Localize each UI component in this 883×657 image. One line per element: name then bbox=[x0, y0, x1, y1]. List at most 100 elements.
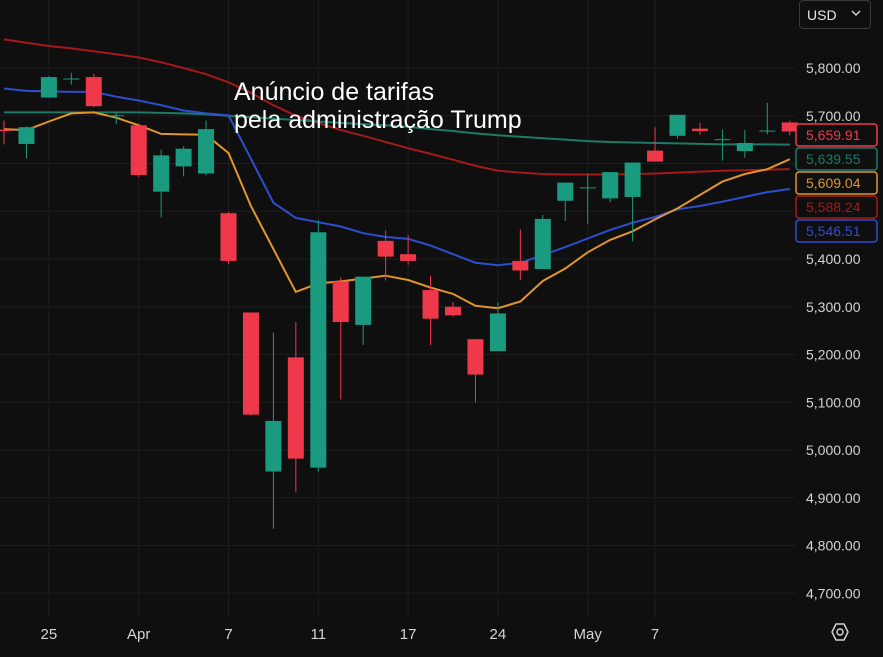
time-tick-label: May bbox=[574, 626, 603, 643]
annotation-line-1: Anúncio de tarifas bbox=[234, 78, 435, 106]
price-tick-label: 5,700.00 bbox=[806, 108, 861, 124]
candle-body bbox=[736, 142, 753, 152]
currency-label: USD bbox=[807, 6, 837, 23]
candle[interactable] bbox=[422, 275, 439, 345]
price-tick-label: 5,400.00 bbox=[806, 251, 861, 267]
candle[interactable] bbox=[467, 339, 484, 403]
candle[interactable] bbox=[153, 149, 170, 218]
candle-body bbox=[265, 420, 282, 472]
currency-selector[interactable]: USD bbox=[799, 0, 871, 29]
candle-body bbox=[400, 254, 417, 261]
candle-body bbox=[355, 276, 372, 325]
candle[interactable] bbox=[445, 301, 461, 317]
moving-average-lines bbox=[3, 38, 791, 310]
price-tick-label: 5,200.00 bbox=[806, 347, 861, 363]
candle[interactable] bbox=[557, 182, 574, 221]
candle-body bbox=[781, 122, 798, 132]
price-tag-label: 5,659.91 bbox=[806, 127, 861, 143]
candle-body bbox=[445, 306, 461, 316]
candle[interactable] bbox=[377, 230, 394, 281]
candle[interactable] bbox=[310, 220, 327, 472]
candle-body bbox=[242, 312, 259, 415]
last-price-tag: 5,588.24 bbox=[795, 195, 878, 219]
price-tick-label: 5,800.00 bbox=[806, 60, 861, 76]
price-tick-label: 5,000.00 bbox=[806, 442, 861, 458]
candle-body bbox=[40, 77, 57, 98]
candle[interactable] bbox=[287, 322, 304, 493]
candle[interactable] bbox=[130, 123, 147, 177]
candle-body bbox=[175, 148, 192, 167]
candle[interactable] bbox=[108, 112, 125, 124]
candle-body bbox=[18, 127, 35, 144]
chevron-down-icon bbox=[851, 9, 861, 20]
time-tick-label: 25 bbox=[41, 626, 58, 643]
last-price-tag: 5,659.91 bbox=[795, 123, 878, 147]
time-tick-label: 7 bbox=[651, 626, 659, 643]
candle-body bbox=[489, 313, 506, 352]
candle[interactable] bbox=[220, 211, 237, 264]
candle-body bbox=[579, 187, 596, 189]
candle[interactable] bbox=[512, 229, 529, 281]
candle[interactable] bbox=[332, 277, 349, 400]
candle[interactable] bbox=[759, 102, 776, 135]
time-axis[interactable]: 25 Apr 7 11 17 24 May 7 bbox=[41, 626, 660, 643]
time-tick-label: 17 bbox=[400, 626, 417, 643]
candle-body bbox=[310, 232, 327, 468]
candle[interactable] bbox=[198, 120, 215, 176]
candle-body bbox=[85, 77, 102, 107]
candle-body bbox=[602, 172, 619, 199]
candle[interactable] bbox=[63, 72, 80, 85]
time-tick-label: Apr bbox=[127, 626, 150, 643]
candle[interactable] bbox=[624, 162, 641, 242]
candle-body bbox=[153, 155, 170, 192]
chart-annotation: Anúncio de tarifas pela administração Tr… bbox=[234, 78, 522, 134]
candle[interactable] bbox=[40, 76, 57, 98]
price-tag-box bbox=[795, 171, 878, 195]
candle-body bbox=[332, 281, 349, 323]
last-price-tag: 5,639.55 bbox=[795, 147, 878, 171]
price-tag-label: 5,588.24 bbox=[806, 199, 861, 215]
candle[interactable] bbox=[489, 301, 506, 352]
candle[interactable] bbox=[400, 235, 417, 265]
candle-body bbox=[377, 240, 394, 257]
price-tick-label: 5,100.00 bbox=[806, 394, 861, 410]
candle-body bbox=[108, 115, 125, 117]
price-tick-label: 4,900.00 bbox=[806, 490, 861, 506]
moving-average-line bbox=[3, 111, 791, 310]
candle[interactable] bbox=[669, 114, 686, 139]
candlestick-series[interactable] bbox=[0, 72, 798, 529]
last-price-tag: 5,609.04 bbox=[795, 171, 878, 195]
candle[interactable] bbox=[355, 276, 372, 345]
candle[interactable] bbox=[85, 73, 102, 108]
candle[interactable] bbox=[691, 122, 708, 135]
candle[interactable] bbox=[714, 129, 731, 161]
price-tag-label: 5,639.55 bbox=[806, 151, 861, 167]
price-tag-box bbox=[795, 195, 878, 219]
price-tag-label: 5,609.04 bbox=[806, 175, 861, 191]
candle[interactable] bbox=[242, 312, 259, 416]
candle[interactable] bbox=[18, 126, 35, 159]
candle-body bbox=[198, 129, 215, 174]
candle[interactable] bbox=[647, 127, 664, 162]
price-tag-label: 5,546.51 bbox=[806, 223, 861, 239]
settings-hexagon-icon[interactable] bbox=[829, 621, 851, 643]
candle[interactable] bbox=[265, 332, 282, 529]
candle[interactable] bbox=[579, 174, 596, 224]
candle[interactable] bbox=[0, 120, 12, 145]
last-price-tags: 5,659.91 5,639.55 5,609.04 5,588.24 5,546.51 bbox=[795, 123, 878, 243]
candle-body bbox=[422, 290, 439, 319]
last-price-tag: 5,546.51 bbox=[795, 219, 878, 243]
candle-body bbox=[714, 139, 731, 141]
candle[interactable] bbox=[781, 120, 798, 136]
price-tick-label: 4,700.00 bbox=[806, 585, 861, 601]
price-tag-box bbox=[795, 147, 878, 171]
candle[interactable] bbox=[736, 130, 753, 158]
candle[interactable] bbox=[175, 146, 192, 177]
candle-body bbox=[220, 213, 237, 261]
candle[interactable] bbox=[534, 215, 551, 270]
candle-body bbox=[624, 162, 641, 197]
time-tick-label: 11 bbox=[311, 626, 327, 643]
candle-body bbox=[0, 129, 12, 132]
candle[interactable] bbox=[602, 172, 619, 203]
